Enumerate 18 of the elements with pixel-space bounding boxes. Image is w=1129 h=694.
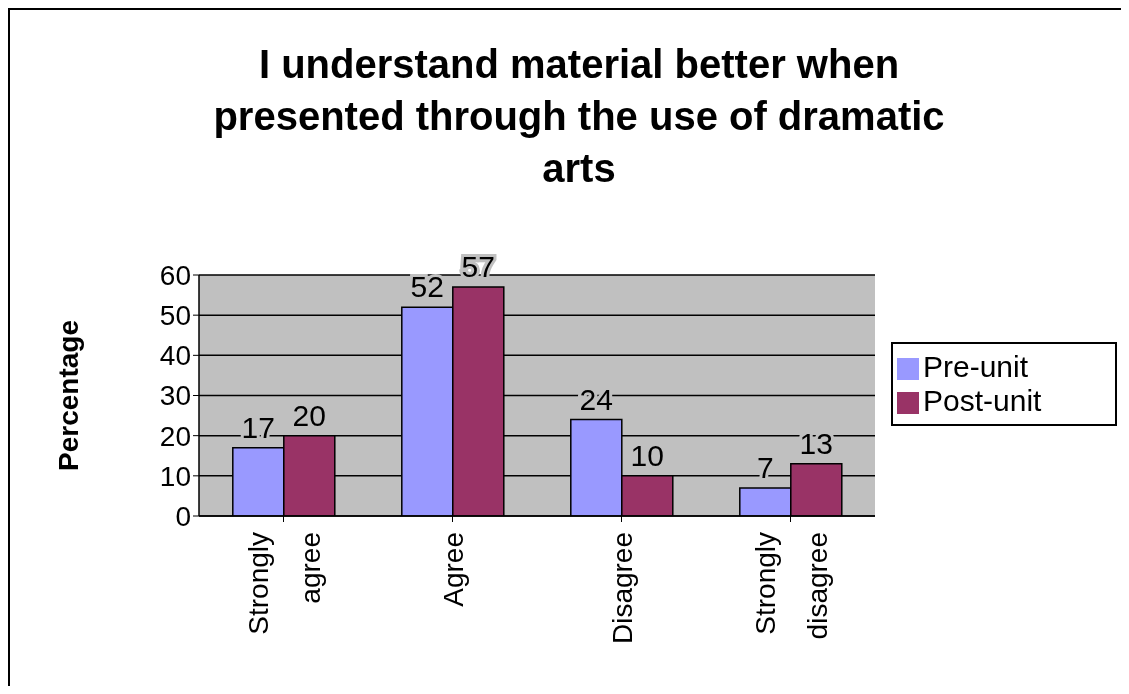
y-tick-label: 0 — [175, 500, 191, 532]
legend-label: Post-unit — [923, 384, 1042, 417]
y-tick-label: 10 — [159, 460, 191, 492]
x-tick-label: Strongly agree — [242, 532, 326, 635]
x-tick-label: Strongly disagree — [749, 532, 833, 640]
data-label: 20 — [292, 398, 326, 432]
y-tick-label: 20 — [159, 420, 191, 452]
y-axis-title: Percentage — [52, 320, 84, 471]
x-tick-label: Disagree — [606, 532, 638, 645]
y-tick-label: 50 — [159, 300, 191, 332]
chart-title: I understand material better when presented through the use of dramatic arts — [212, 41, 946, 192]
x-tick-label: Agree — [437, 532, 469, 607]
y-tick-label: 60 — [159, 259, 191, 291]
y-tick-label: 30 — [159, 380, 191, 412]
y-tick-label: 40 — [159, 340, 191, 372]
data-label: 10 — [630, 438, 664, 472]
legend-label: Pre-unit — [923, 350, 1029, 383]
data-label: 52 — [410, 270, 444, 304]
